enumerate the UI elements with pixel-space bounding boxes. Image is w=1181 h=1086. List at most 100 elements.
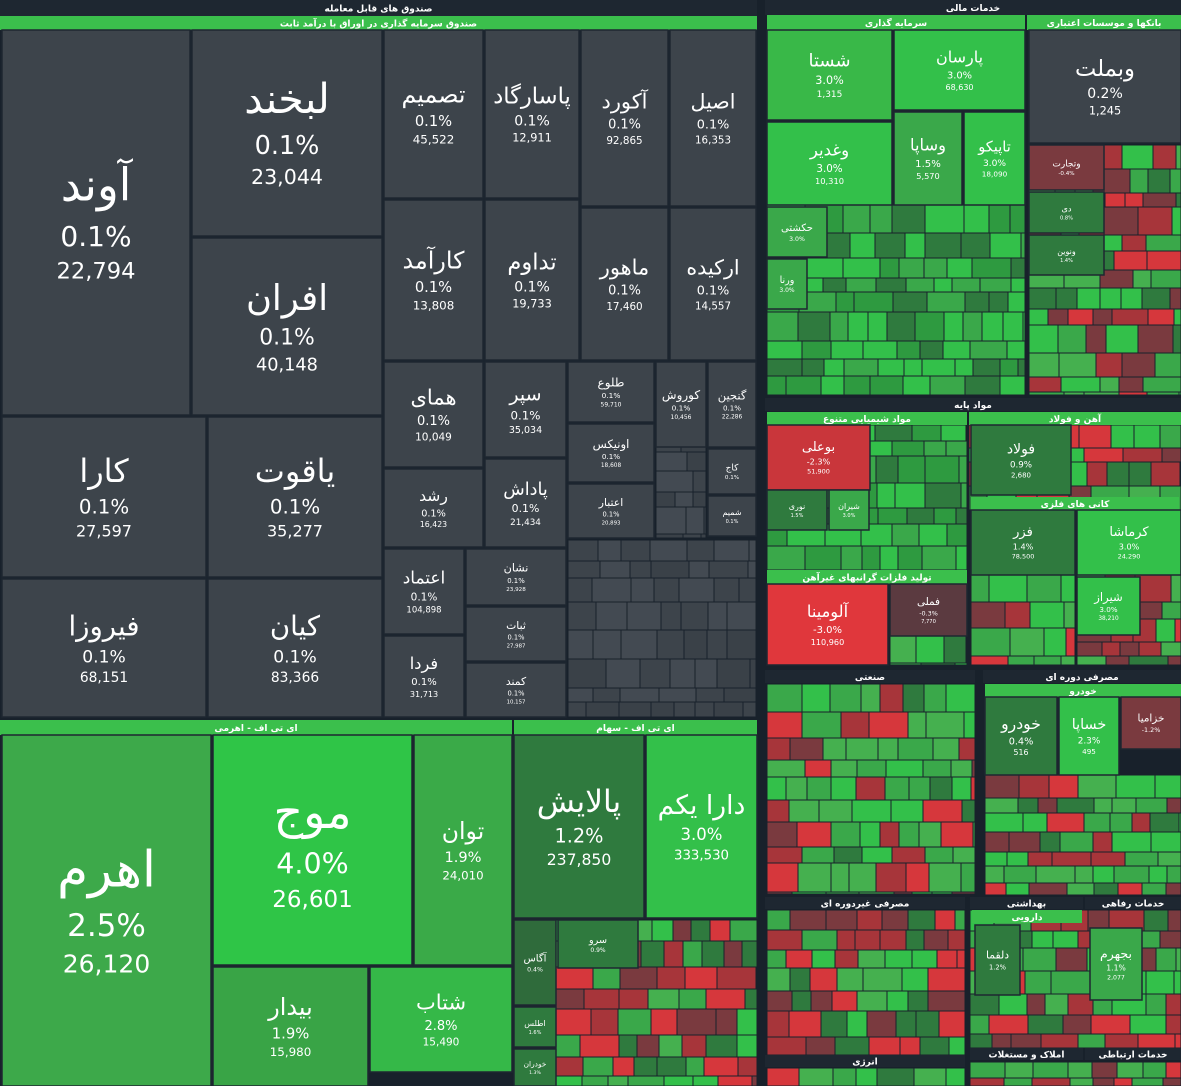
filler-cell [898,738,933,760]
filler-cell [1109,910,1144,931]
filler-cell [717,659,750,688]
filler-cell [752,1076,757,1086]
filler-cell [802,712,841,738]
section-title: صنعتی [855,673,885,683]
filler-cell [1078,1034,1105,1048]
filler-cell [877,1068,914,1086]
filler-cell [964,712,975,738]
filler-cell [1118,883,1142,895]
filler-cell [957,950,965,968]
filler-cell [1088,910,1109,931]
cell-name: کارآمد [403,246,466,275]
cell-change: 1.4% [1013,541,1034,551]
filler-cell [737,1009,757,1035]
cell-name: آگاس [523,951,547,964]
stock-cell [383,199,484,361]
stock-cell [212,966,369,1086]
cell-name: نوری [789,502,805,511]
cell-change: 1.6% [529,1030,542,1036]
filler-cell [836,292,854,312]
filler-cell [767,822,797,847]
cell-name: وتجارت [1052,159,1080,169]
filler-cell [1032,931,1053,948]
cell-name: سپر [508,384,541,406]
cell-name: پالایش [537,784,621,820]
filler-cell [790,910,826,930]
stock-cell [383,548,465,635]
filler-cell [965,376,1000,395]
filler-cell [1064,392,1084,395]
filler-cell [882,910,908,930]
cell-change: 1.2% [555,825,604,848]
filler-cell [1005,1062,1033,1078]
filler-cell [1094,798,1112,813]
filler-cell [823,738,846,760]
filler-cell [628,1076,664,1086]
cell-volume: 27,597 [76,522,132,541]
stock-cell [580,29,669,207]
filler-cell [596,602,627,630]
filler-cell [606,659,640,688]
filler-cell [1084,448,1123,462]
filler-cell [989,205,1010,233]
filler-cell [1130,169,1148,193]
filler-cell [1029,883,1067,895]
cell-volume: 333,530 [674,849,729,864]
filler-cell [556,1035,580,1057]
filler-cell [1168,656,1181,665]
stock-cell [1,29,191,416]
cell-name: موج [273,785,351,840]
filler-cell [706,989,745,1009]
cell-change: 0.1% [79,495,129,518]
filler-cell [880,684,903,712]
filler-cell [846,278,876,292]
filler-cell [946,1068,965,1086]
filler-cell [824,359,844,376]
filler-cell [1023,948,1056,971]
filler-cell [767,930,802,950]
cell-name: کارا [79,452,129,490]
filler-cell [930,376,965,395]
filler-cell [707,630,727,659]
cell-volume: 10,456 [671,414,692,421]
filler-cell [1036,866,1075,883]
cell-volume: 20,893 [602,520,621,526]
filler-cell [923,800,962,822]
filler-cell [896,1011,916,1037]
cell-name: کیان [270,609,321,642]
filler-cell [618,1009,651,1035]
cell-change: 1.5% [791,513,804,519]
cell-change: 1.2% [989,963,1006,971]
filler-cell [1105,193,1125,207]
filler-cell [944,312,963,341]
cell-name: فولاد [1007,441,1035,457]
section-bar [765,398,1181,411]
filler-cell [686,507,704,534]
stock-cell [766,29,893,121]
filler-cell [951,760,972,777]
filler-cell [1134,425,1160,448]
section-title: مواد پایه [954,401,992,411]
cell-change: 0.1% [255,131,320,161]
filler-cell [1006,883,1029,895]
cell-volume: 45,522 [413,133,455,147]
cell-change: 0.9% [590,947,606,954]
filler-cell [956,546,967,570]
filler-cell [786,777,807,800]
filler-cell [1117,1062,1143,1078]
filler-cell [935,910,955,930]
filler-cell [790,738,823,760]
filler-cell [802,684,830,712]
cell-name: خزامیا [1138,713,1165,725]
filler-cell [1056,948,1087,971]
cell-change: 0.1% [697,118,730,133]
filler-cell [767,312,798,341]
filler-cell [846,738,878,760]
filler-cell [806,1037,835,1055]
filler-cell [1147,251,1181,270]
cell-name: آوند [61,158,134,213]
filler-cell [767,546,805,570]
cell-name: سرو [588,935,607,946]
filler-cell [798,312,830,341]
filler-cell [767,950,786,968]
